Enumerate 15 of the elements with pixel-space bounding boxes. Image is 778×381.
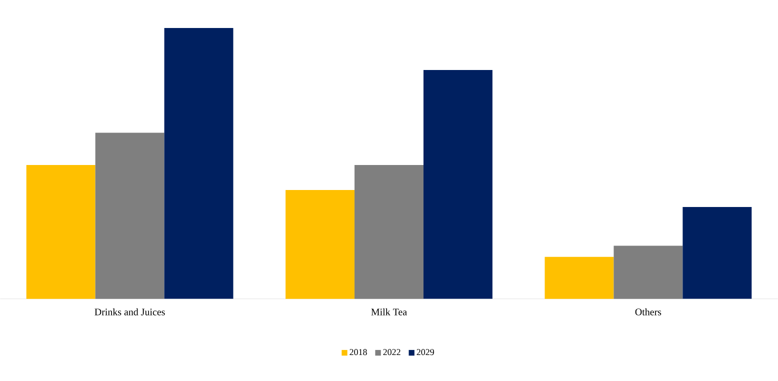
legend-label: 2018: [350, 349, 367, 356]
bar: [164, 28, 234, 299]
bar: [682, 207, 752, 299]
legend-label: 2029: [416, 349, 434, 356]
bar: [286, 190, 355, 299]
x-tick-label: Milk Tea: [371, 308, 407, 316]
bar: [26, 165, 96, 299]
bar: [354, 165, 424, 299]
legend-label: 2022: [383, 349, 400, 356]
bar: [95, 132, 164, 299]
bar: [544, 256, 614, 299]
bar: [614, 246, 683, 299]
bar: [423, 70, 492, 299]
x-tick-label: Drinks and Juices: [94, 308, 165, 316]
x-tick-label: Others: [635, 308, 662, 316]
